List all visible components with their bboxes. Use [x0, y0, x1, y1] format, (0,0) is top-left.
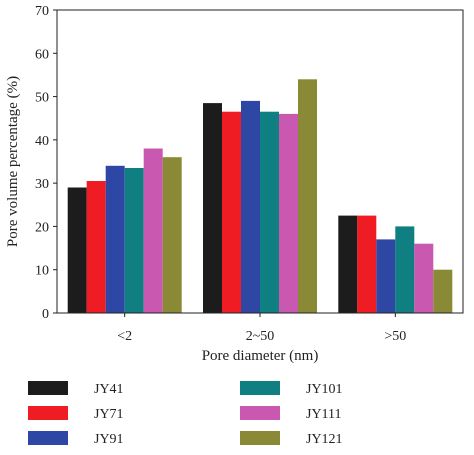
bar-jy101-1 [260, 111, 279, 313]
bars-layer [67, 79, 453, 314]
y-tick-label: 10 [35, 264, 49, 279]
bar-jy121-2 [433, 269, 453, 313]
bar-jy111-0 [143, 148, 163, 313]
bar-jy41-1 [203, 103, 222, 313]
legend-label-jy71: JY71 [94, 407, 124, 422]
legend-swatch-jy41 [28, 381, 68, 395]
y-axis-label: Pore volume percentage (%) [5, 76, 21, 247]
legend-label-jy91: JY91 [94, 432, 124, 447]
legend-label-jy101: JY101 [306, 382, 343, 397]
bar-jy111-1 [279, 113, 298, 314]
legend-swatch-jy111 [240, 406, 280, 420]
bar-jy121-1 [298, 79, 317, 313]
legend-swatch-jy101 [240, 381, 280, 395]
axes-layer [53, 9, 464, 317]
bar-jy71-1 [222, 111, 241, 313]
y-tick-label: 20 [35, 220, 49, 235]
x-tick-label: 2~50 [246, 329, 275, 344]
x-axis-label: Pore diameter (nm) [202, 348, 319, 364]
y-tick-label: 0 [42, 307, 49, 322]
bar-jy121-0 [162, 157, 182, 313]
legend-swatch-jy121 [240, 431, 280, 445]
bar-jy71-2 [357, 215, 377, 313]
labels-layer: 0 10 20 30 40 50 60 70 <2 2~50 >50 Pore diameter (n… [5, 4, 406, 364]
x-tick-label: <2 [117, 329, 132, 344]
legend-swatch-jy91 [28, 431, 68, 445]
y-tick-label: 30 [35, 177, 49, 192]
bar-jy91-0 [105, 165, 125, 313]
bar-jy101-0 [124, 168, 144, 313]
x-tick-label: >50 [384, 329, 406, 344]
legend: JY41 JY71 JY91 JY101 JY111 JY121 [28, 381, 343, 447]
y-tick-label: 60 [35, 47, 49, 62]
legend-label-jy41: JY41 [94, 382, 124, 397]
bar-jy41-0 [67, 187, 87, 313]
legend-label-jy111: JY111 [306, 407, 342, 422]
y-tick-label: 40 [35, 134, 49, 149]
bar-jy101-2 [395, 226, 415, 313]
bar-jy91-1 [241, 100, 260, 314]
bar-jy41-2 [338, 215, 358, 313]
bar-jy71-0 [86, 181, 106, 313]
y-tick-label: 50 [35, 91, 49, 106]
bar-jy111-2 [414, 243, 434, 313]
bar-jy91-2 [376, 239, 396, 313]
legend-swatch-jy71 [28, 406, 68, 420]
legend-label-jy121: JY121 [306, 432, 343, 447]
y-tick-label: 70 [35, 4, 49, 19]
